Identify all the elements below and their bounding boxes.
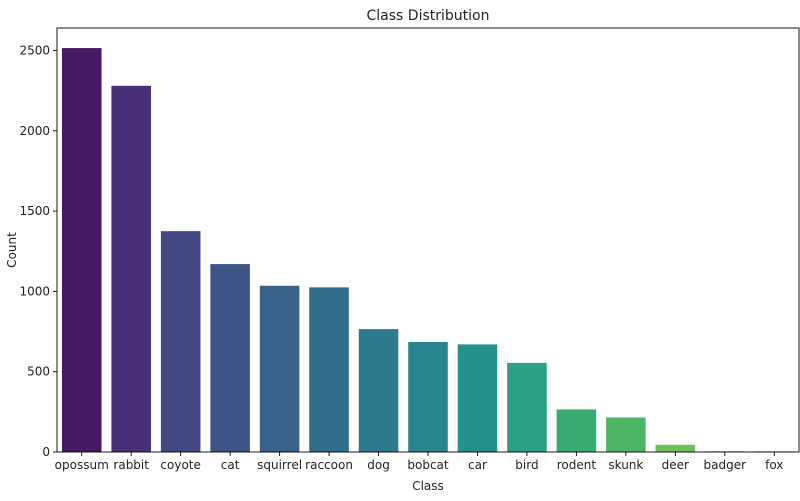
y-tick-label: 2000 xyxy=(19,124,50,138)
chart-title: Class Distribution xyxy=(367,8,490,24)
y-tick-label: 1500 xyxy=(19,204,50,218)
bar-rabbit xyxy=(111,85,151,452)
x-tick-label-rodent: rodent xyxy=(557,458,597,472)
x-axis-title: Class xyxy=(412,479,444,493)
bar-dog xyxy=(358,329,399,452)
x-tick-label-car: car xyxy=(468,458,487,472)
x-tick-label-coyote: coyote xyxy=(160,458,200,472)
bar-bobcat xyxy=(408,341,448,452)
x-tick-label-cat: cat xyxy=(221,458,240,472)
bar-rodent xyxy=(556,409,597,452)
y-tick-label: 0 xyxy=(42,445,50,459)
y-axis-title: Count xyxy=(5,232,19,268)
x-tick-label-fox: fox xyxy=(765,458,783,472)
y-tick-label: 1000 xyxy=(19,284,50,298)
bar-cat xyxy=(210,264,250,452)
x-tick-label-badger: badger xyxy=(704,458,747,472)
x-tick-label-skunk: skunk xyxy=(608,458,643,472)
bar-car xyxy=(457,344,498,452)
x-tick-label-bobcat: bobcat xyxy=(407,458,449,472)
y-tick-label: 500 xyxy=(27,365,50,379)
y-tick-label: 2500 xyxy=(19,43,50,57)
bar-deer xyxy=(655,444,696,452)
x-tick-label-bird: bird xyxy=(515,458,538,472)
x-tick-label-deer: deer xyxy=(662,458,689,472)
bar-skunk xyxy=(606,417,646,452)
bar-coyote xyxy=(160,231,201,452)
bar-bird xyxy=(507,362,547,452)
x-tick-label-squirrel: squirrel xyxy=(257,458,302,472)
bar-raccoon xyxy=(309,287,349,452)
x-tick-label-dog: dog xyxy=(367,458,390,472)
x-tick-label-opossum: opossum xyxy=(55,458,109,472)
x-tick-label-raccoon: raccoon xyxy=(305,458,353,472)
plot-area: 0 500 1000 1500 2000 2500 opossum rabbit coyote c… xyxy=(19,27,800,472)
bar-squirrel xyxy=(259,285,300,452)
bar-opossum xyxy=(61,48,102,452)
x-tick-label-rabbit: rabbit xyxy=(113,458,149,472)
